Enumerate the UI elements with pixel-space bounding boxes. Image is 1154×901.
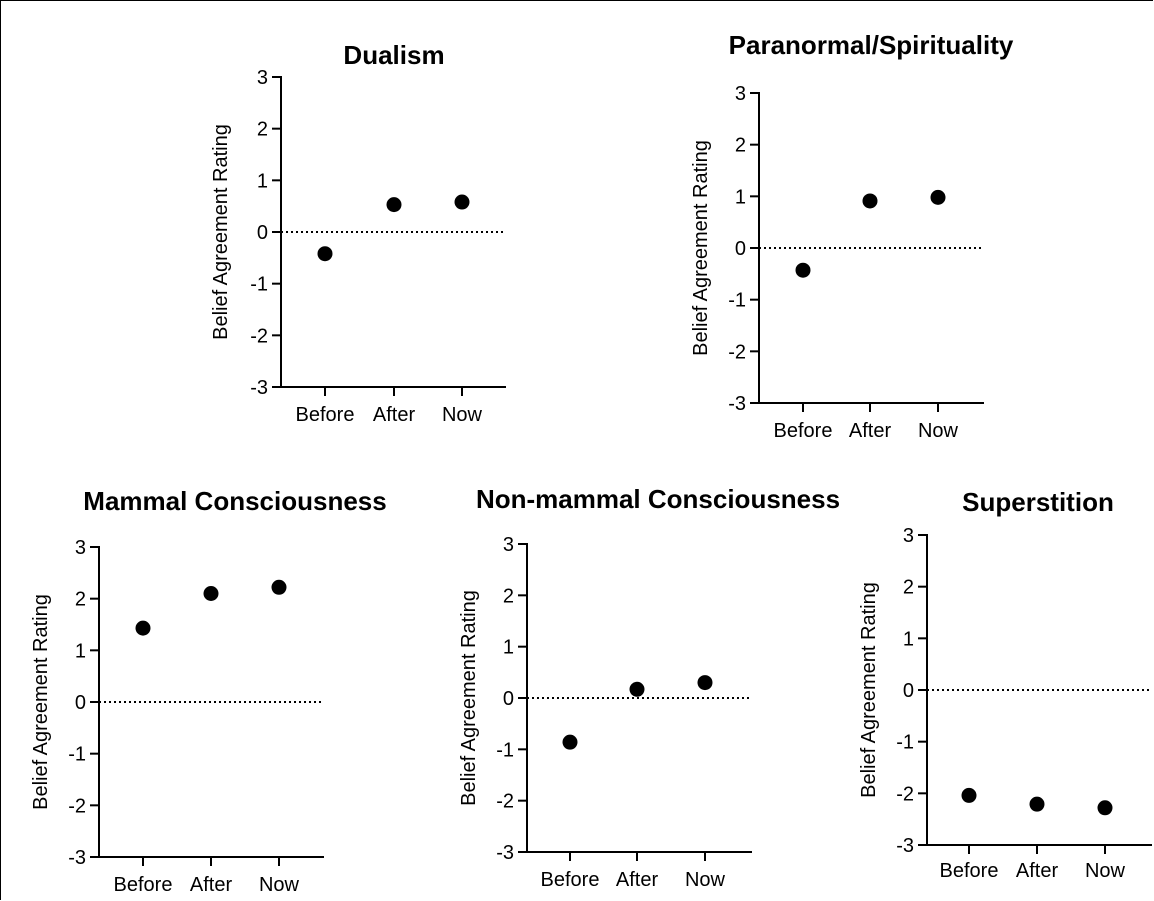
non-mammal-consciousness-data-point-after <box>629 681 645 697</box>
dualism-y-tick-label: -3 <box>250 377 268 399</box>
superstition-y-tick-label: 1 <box>903 628 914 650</box>
superstition-x-tick-label: After <box>1016 860 1059 882</box>
dualism-y-tick-label: 1 <box>257 170 268 192</box>
mammal-consciousness-y-tick-label: 0 <box>75 692 86 714</box>
mammal-consciousness-title: Mammal Consciousness <box>83 486 386 516</box>
dualism-y-axis-label: Belief Agreement Rating <box>210 124 232 340</box>
non-mammal-consciousness-y-tick-label: 3 <box>503 534 514 556</box>
superstition-y-axis-label: Belief Agreement Rating <box>858 582 880 798</box>
non-mammal-consciousness-y-tick-label: -2 <box>496 791 514 813</box>
superstition-x-tick-label: Now <box>1085 860 1126 882</box>
non-mammal-consciousness-y-tick-label: 2 <box>503 585 514 607</box>
dualism-title: Dualism <box>343 40 444 70</box>
non-mammal-consciousness-y-tick-label: 0 <box>503 688 514 710</box>
superstition-data-point-now <box>1097 800 1113 816</box>
paranormal-x-tick-label: Now <box>918 420 959 442</box>
mammal-consciousness-x-tick-label: Now <box>259 874 300 896</box>
non-mammal-consciousness-data-point-now <box>697 675 713 691</box>
paranormal-y-tick-label: 0 <box>735 238 746 260</box>
paranormal-x-tick-label: After <box>849 420 892 442</box>
superstition-title: Superstition <box>962 487 1114 517</box>
mammal-consciousness-y-axis-label: Belief Agreement Rating <box>30 594 52 810</box>
superstition-y-tick-label: 2 <box>903 577 914 599</box>
superstition-y-tick-label: -1 <box>896 732 914 754</box>
superstition-y-tick-label: 3 <box>903 525 914 547</box>
superstition-data-point-after <box>1029 796 1045 812</box>
superstition-y-tick-label: -3 <box>896 835 914 857</box>
mammal-consciousness-data-point-now <box>271 579 287 595</box>
dualism-y-tick-label: 2 <box>257 119 268 141</box>
mammal-consciousness-y-tick-label: -3 <box>68 847 86 869</box>
paranormal-y-tick-label: -1 <box>728 290 746 312</box>
non-mammal-consciousness-x-tick-label: Now <box>685 869 726 891</box>
paranormal-y-tick-label: -3 <box>728 393 746 415</box>
paranormal-y-tick-label: 2 <box>735 135 746 157</box>
dualism-y-tick-label: 3 <box>257 67 268 89</box>
paranormal-x-tick-label: Before <box>774 420 833 442</box>
superstition-y-tick-label: 0 <box>903 680 914 702</box>
mammal-consciousness-x-tick-label: After <box>190 874 233 896</box>
dualism-y-tick-label: 0 <box>257 222 268 244</box>
dualism-x-tick-label: Now <box>442 404 483 426</box>
mammal-consciousness-y-tick-label: -1 <box>68 744 86 766</box>
paranormal-data-point-after <box>862 193 878 209</box>
non-mammal-consciousness-y-axis-label: Belief Agreement Rating <box>458 590 480 806</box>
non-mammal-consciousness-x-tick-label: After <box>616 869 659 891</box>
non-mammal-consciousness-title: Non-mammal Consciousness <box>476 484 840 514</box>
paranormal-data-point-now <box>930 189 946 205</box>
non-mammal-consciousness-y-tick-label: 1 <box>503 637 514 659</box>
non-mammal-consciousness-y-tick-label: -1 <box>496 739 514 761</box>
paranormal-y-axis-label: Belief Agreement Rating <box>690 140 712 356</box>
non-mammal-consciousness-y-tick-label: -3 <box>496 842 514 864</box>
dualism-x-tick-label: Before <box>296 404 355 426</box>
dualism-x-tick-label: After <box>373 404 416 426</box>
mammal-consciousness-data-point-before <box>135 620 151 636</box>
paranormal-y-tick-label: -2 <box>728 341 746 363</box>
mammal-consciousness-y-tick-label: 3 <box>75 537 86 559</box>
mammal-consciousness-y-tick-label: 1 <box>75 640 86 662</box>
dualism-y-tick-label: -1 <box>250 274 268 296</box>
paranormal-title: Paranormal/Spirituality <box>729 30 1014 60</box>
mammal-consciousness-y-tick-label: 2 <box>75 589 86 611</box>
paranormal-data-point-before <box>795 262 811 278</box>
dualism-data-point-after <box>386 197 402 213</box>
mammal-consciousness-x-tick-label: Before <box>114 874 173 896</box>
dualism-data-point-before <box>317 246 333 262</box>
superstition-data-point-before <box>961 787 977 803</box>
dualism-y-tick-label: -2 <box>250 325 268 347</box>
mammal-consciousness-y-tick-label: -2 <box>68 795 86 817</box>
superstition-y-tick-label: -2 <box>896 783 914 805</box>
paranormal-y-tick-label: 1 <box>735 186 746 208</box>
non-mammal-consciousness-data-point-before <box>562 734 578 750</box>
paranormal-y-tick-label: 3 <box>735 83 746 105</box>
dualism-data-point-now <box>454 194 470 210</box>
superstition-x-tick-label: Before <box>940 860 999 882</box>
mammal-consciousness-data-point-after <box>203 586 219 601</box>
non-mammal-consciousness-x-tick-label: Before <box>541 869 600 891</box>
